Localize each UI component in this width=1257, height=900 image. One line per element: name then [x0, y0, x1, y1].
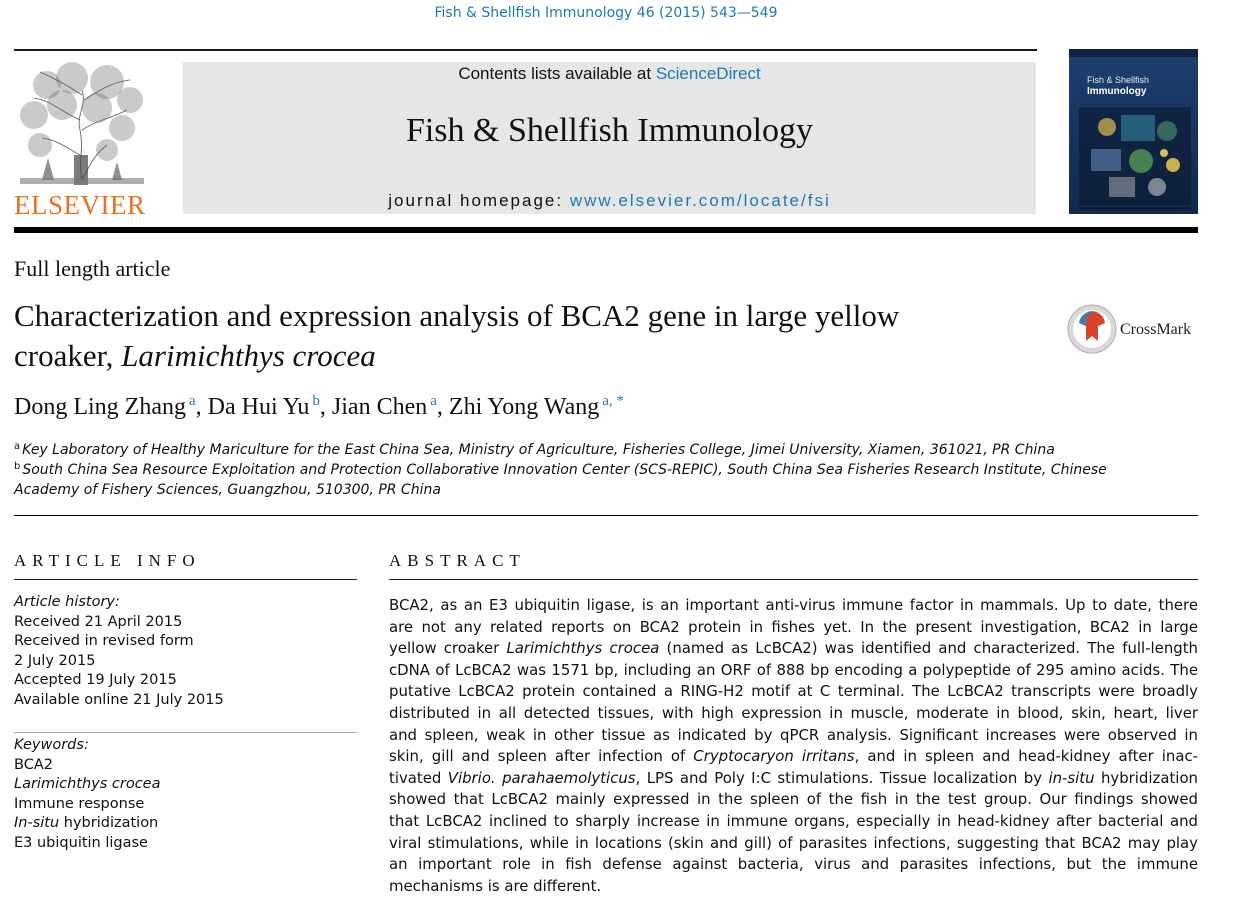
author-name[interactable]: Da Hui Yu	[207, 394, 310, 420]
keyword-species: Larimichthys crocea	[14, 776, 161, 792]
author-affil-mark[interactable]: b	[312, 393, 320, 409]
keywords-rule	[14, 732, 357, 733]
keyword-item: BCA2	[14, 756, 53, 773]
journal-homepage-line: journal homepage: www.elsevier.com/locat…	[183, 191, 1036, 211]
header-thick-rule	[14, 227, 1198, 233]
affiliation-text-line2: Academy of Fishery Sciences, Guangzhou, …	[14, 482, 441, 498]
abstract-line: yellow croaker Larimichthys crocea (name…	[389, 638, 1198, 660]
abstract-fragment: , and in spleen and head-kidney after in…	[854, 747, 1199, 766]
author-name[interactable]: Zhi Yong Wang	[448, 394, 600, 420]
author-affil-mark[interactable]: a	[188, 393, 196, 409]
article-history: Article history: Received 21 April 2015 …	[14, 593, 354, 710]
abstract-text: BCA2, as an E3 ubiquitin ligase, is an i…	[389, 595, 1198, 897]
contents-prefix: Contents lists available at	[458, 64, 656, 83]
affiliation-b: b South China Sea Resource Exploitation a…	[14, 457, 1198, 500]
abstract-fragment: yellow croaker	[389, 639, 507, 658]
title-species-name: Larimichthys crocea	[121, 338, 376, 373]
history-item: Available online 21 July 2015	[14, 691, 224, 708]
journal-cover-thumbnail[interactable]: Fish & Shellfish Immunology	[1069, 49, 1198, 214]
keyword-italic-part: In-situ	[14, 815, 60, 831]
author-affil-mark[interactable]: a, *	[602, 393, 624, 409]
article-type: Full length article	[14, 256, 171, 281]
sciencedirect-link[interactable]: ScienceDirect	[655, 64, 761, 83]
keyword-item: Immune response	[14, 795, 145, 812]
history-heading: Article history:	[14, 594, 120, 610]
abstract-line: skin, gill and spleen after infection of…	[389, 746, 1198, 768]
abstract-line: that LcBCA2 inclined to sharply increase…	[389, 811, 1198, 830]
author-separator: ,	[319, 394, 332, 420]
affiliation-text-line1: South China Sea Resource Exploitation an…	[22, 462, 1107, 478]
abstract-line: viral stimulations, while in locations (…	[389, 833, 1198, 852]
abstract-species: Cryptocaryon irritans	[693, 747, 855, 766]
abstract-line: cDNA of LcBCA2 was 1571 bp, including an…	[389, 660, 1198, 679]
keywords-heading: Keywords:	[14, 737, 89, 753]
abstract-line: showed that LcBCA2 mainly expressed in t…	[389, 790, 1198, 809]
contents-available-line: Contents lists available at ScienceDirec…	[183, 64, 1036, 84]
article-info-heading: ARTICLE INFO	[14, 551, 201, 570]
elsevier-tree-logo-icon	[20, 62, 144, 185]
abstract-line: putative LcBCA2 protein contained a RING…	[389, 682, 1198, 701]
abstract-line: distributed in all detected tissues, wit…	[389, 703, 1198, 722]
header-top-rule	[14, 49, 1037, 51]
history-item: 2 July 2015	[14, 652, 96, 669]
crossmark-label: CrossMark	[1120, 321, 1192, 338]
article-info-rule	[14, 579, 357, 580]
author-affil-mark[interactable]: a	[430, 393, 437, 409]
abstract-fragment: tivated	[389, 768, 448, 787]
cover-title-line2: Immunology	[1087, 86, 1147, 97]
title-line-1: Characterization and expression analysis…	[14, 298, 900, 333]
abstract-line: and spleen, weak in other tissue as indi…	[389, 725, 1198, 744]
author-name[interactable]: Dong Ling Zhang	[14, 394, 186, 420]
abstract-line: mechanisms is are different.	[389, 876, 602, 895]
keyword-rest: hybridization	[59, 815, 159, 831]
affiliation-text: Key Laboratory of Healthy Mariculture fo…	[22, 442, 1055, 458]
keywords-block: Keywords: BCA2 Larimichthys crocea Immun…	[14, 736, 354, 853]
author-separator: ,	[195, 394, 208, 420]
abstract-line: BCA2, as an E3 ubiquitin ligase, is an i…	[389, 596, 1198, 614]
keyword-item: In-situ hybridization	[14, 814, 354, 834]
affiliation-mark: a	[14, 441, 21, 452]
abstract-line: an important role in fish defense agains…	[389, 855, 1198, 874]
abstract-heading: ABSTRACT	[389, 551, 526, 570]
running-head[interactable]: Fish & Shellfish Immunology 46 (2015) 54…	[434, 5, 778, 21]
cover-artwork-icon	[1069, 49, 1198, 210]
journal-masthead: Contents lists available at ScienceDirec…	[183, 62, 1036, 214]
abstract-species: Vibrio. parahaemolyticus	[447, 768, 636, 787]
abstract-rule	[389, 579, 1198, 580]
journal-title: Fish & Shellfish Immunology	[405, 112, 814, 149]
abstract-species: Larimichthys crocea	[506, 639, 660, 658]
abstract-fragment: , LPS and Poly I:C stimulations. Tissue …	[635, 768, 1049, 787]
author-separator: ,	[436, 394, 449, 420]
affiliation-mark: b	[14, 461, 21, 472]
history-item: Received 21 April 2015	[14, 613, 183, 630]
abstract-line: are not any related reports on BCA2 prot…	[389, 617, 1198, 636]
abstract-italic-term: in-situ	[1048, 768, 1095, 787]
article-title: Characterization and expression analysis…	[14, 296, 1044, 376]
author-name[interactable]: Jian Chen	[331, 394, 428, 420]
elsevier-wordmark[interactable]: ELSEVIER	[14, 190, 146, 220]
section-divider	[14, 515, 1198, 516]
homepage-prefix: journal homepage:	[388, 191, 570, 210]
abstract-fragment: (named as LcBCA2) was identified and cha…	[659, 639, 1198, 658]
abstract-fragment: hybridization	[1094, 768, 1198, 787]
keyword-item: E3 ubiquitin ligase	[14, 834, 148, 851]
affiliation-a: a Key Laboratory of Healthy Mariculture f…	[14, 437, 1198, 460]
keyword-item: Larimichthys crocea	[14, 775, 354, 795]
abstract-line: tivated Vibrio. parahaemolyticus, LPS an…	[389, 768, 1198, 790]
homepage-link[interactable]: www.elsevier.com/locate/fsi	[569, 191, 831, 210]
title-line-2: croaker, Larimichthys crocea	[14, 336, 1044, 376]
crossmark-badge[interactable]: CrossMark	[1066, 303, 1202, 355]
author-list: Dong Ling Zhang a, Da Hui Yu b, Jian Chen a…	[14, 393, 624, 421]
cover-title-line1: Fish & Shellfish	[1087, 75, 1150, 85]
abstract-fragment: skin, gill and spleen after infection of	[389, 747, 694, 766]
history-item: Received in revised form	[14, 633, 194, 649]
crossmark-icon	[1067, 304, 1117, 354]
title-line-2-plain: croaker,	[14, 338, 122, 373]
history-item: Accepted 19 July 2015	[14, 672, 177, 688]
